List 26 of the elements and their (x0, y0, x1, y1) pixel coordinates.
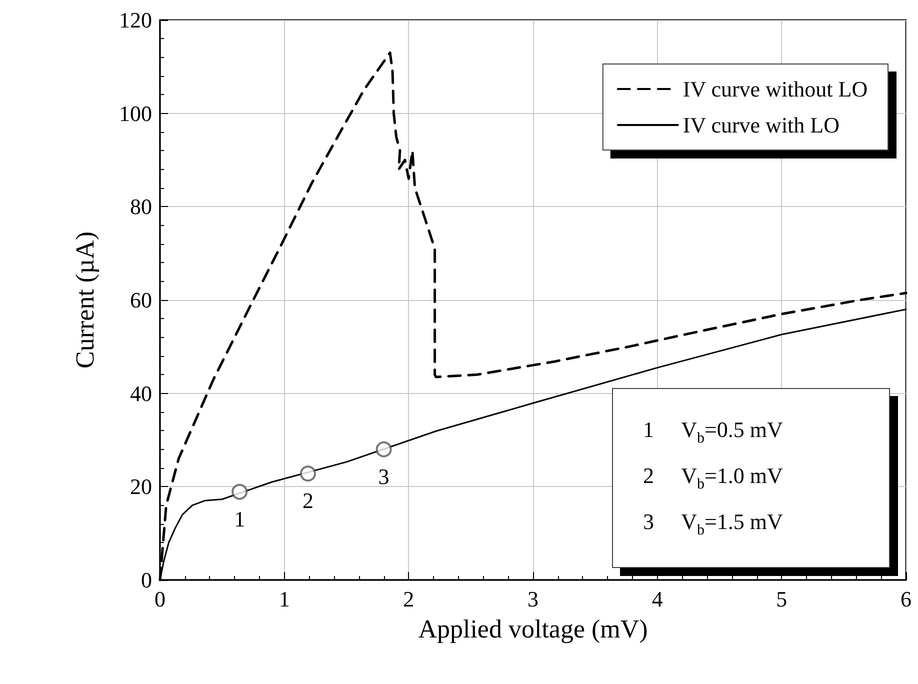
x-tick-label: 6 (900, 586, 912, 612)
y-tick-label: 0 (141, 568, 152, 592)
y-tick-label: 100 (119, 100, 152, 126)
annotation: 1 V$_{b}$=0.5 mV (643, 416, 784, 448)
legend-label: IV curve without LO (682, 76, 868, 102)
y-tick-label: 80 (130, 194, 152, 220)
annotation: 1 (234, 506, 246, 532)
legend-label: IV curve with LO (682, 112, 840, 138)
y-tick-label: 20 (130, 474, 152, 500)
y-axis-title: Current (µA) (70, 232, 100, 368)
y-tick-label: 60 (130, 288, 152, 312)
y-tick-label: 120 (119, 8, 152, 32)
x-tick-label: 2 (403, 586, 414, 612)
x-tick-label: 3 (528, 586, 538, 612)
x-tick-label: 4 (652, 586, 663, 612)
x-tick-label: 5 (776, 586, 788, 612)
point (232, 484, 248, 500)
annotation: 3 V$_{b}$=1.5 mV (643, 508, 784, 540)
annotation: 3 (378, 464, 390, 489)
x-axis-title: Applied voltage (mV) (418, 614, 648, 644)
point (376, 441, 392, 458)
x-tick-label: 1 (278, 586, 290, 612)
annotation: 2 V$_{b}$=1.0 mV (643, 462, 784, 494)
y-tick-label: 40 (130, 380, 152, 406)
point (300, 466, 316, 482)
annotation: 2 (302, 488, 314, 514)
